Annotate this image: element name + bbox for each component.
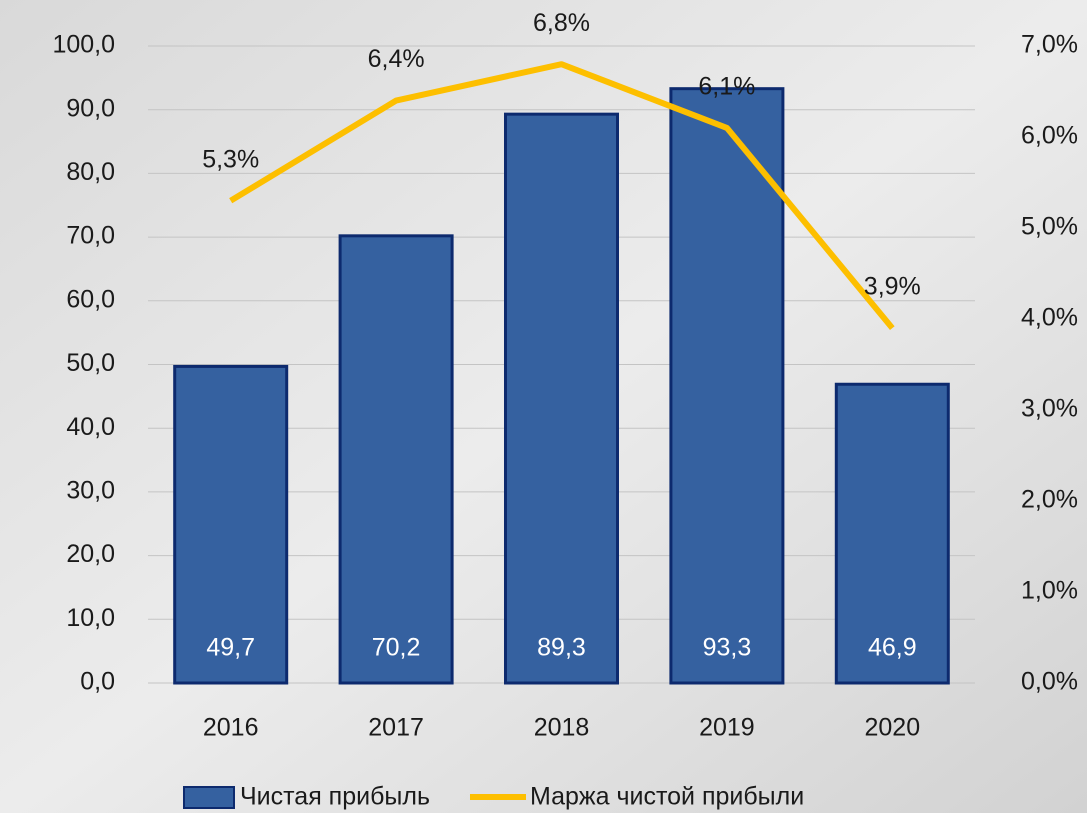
- y-tick-label: 20,0: [66, 540, 115, 568]
- y2-tick-label: 0,0%: [1021, 668, 1078, 696]
- bar-value-label: 70,2: [372, 634, 421, 662]
- y-tick-label: 30,0: [66, 477, 115, 505]
- chart: 0,0 10,0 20,0 30,0 40,0 50,0 60,0 70,0 80,0 90,0 1…: [0, 0, 1087, 813]
- y2-tick-label: 2,0%: [1021, 486, 1078, 514]
- bar-value-label: 49,7: [206, 634, 255, 662]
- x-tick-label: 2016: [203, 714, 259, 742]
- y-tick-label: 0,0: [80, 668, 115, 696]
- y2-tick-label: 3,0%: [1021, 395, 1078, 423]
- line-value-label: 5,3%: [202, 145, 259, 173]
- line-value-label: 6,4%: [368, 45, 425, 73]
- x-tick-label: 2019: [699, 714, 755, 742]
- y-tick-label: 50,0: [66, 349, 115, 377]
- y2-tick-label: 6,0%: [1021, 122, 1078, 150]
- bar: [340, 236, 452, 683]
- y-tick-label: 70,0: [66, 222, 115, 250]
- y-tick-label: 40,0: [66, 413, 115, 441]
- legend-label: Маржа чистой прибыли: [530, 783, 804, 811]
- y2-tick-label: 1,0%: [1021, 577, 1078, 605]
- legend-swatch: [184, 787, 234, 808]
- y-tick-label: 90,0: [66, 94, 115, 122]
- y2-tick-label: 5,0%: [1021, 213, 1078, 241]
- line-value-label: 6,1%: [698, 73, 755, 101]
- bar-value-label: 93,3: [703, 634, 752, 662]
- x-tick-label: 2020: [864, 714, 920, 742]
- bar: [506, 114, 618, 683]
- legend-label: Чистая прибыль: [240, 783, 430, 811]
- y2-tick-label: 4,0%: [1021, 304, 1078, 332]
- bar-value-label: 46,9: [868, 634, 917, 662]
- y2-tick-label: 7,0%: [1021, 31, 1078, 59]
- bar-value-label: 89,3: [537, 634, 586, 662]
- line-value-label: 6,8%: [533, 9, 590, 37]
- y-tick-label: 60,0: [66, 285, 115, 313]
- y-tick-label: 100,0: [52, 31, 115, 59]
- x-tick-label: 2017: [368, 714, 424, 742]
- line-value-label: 3,9%: [864, 273, 921, 301]
- x-tick-label: 2018: [534, 714, 590, 742]
- y-tick-label: 10,0: [66, 604, 115, 632]
- y-tick-label: 80,0: [66, 158, 115, 186]
